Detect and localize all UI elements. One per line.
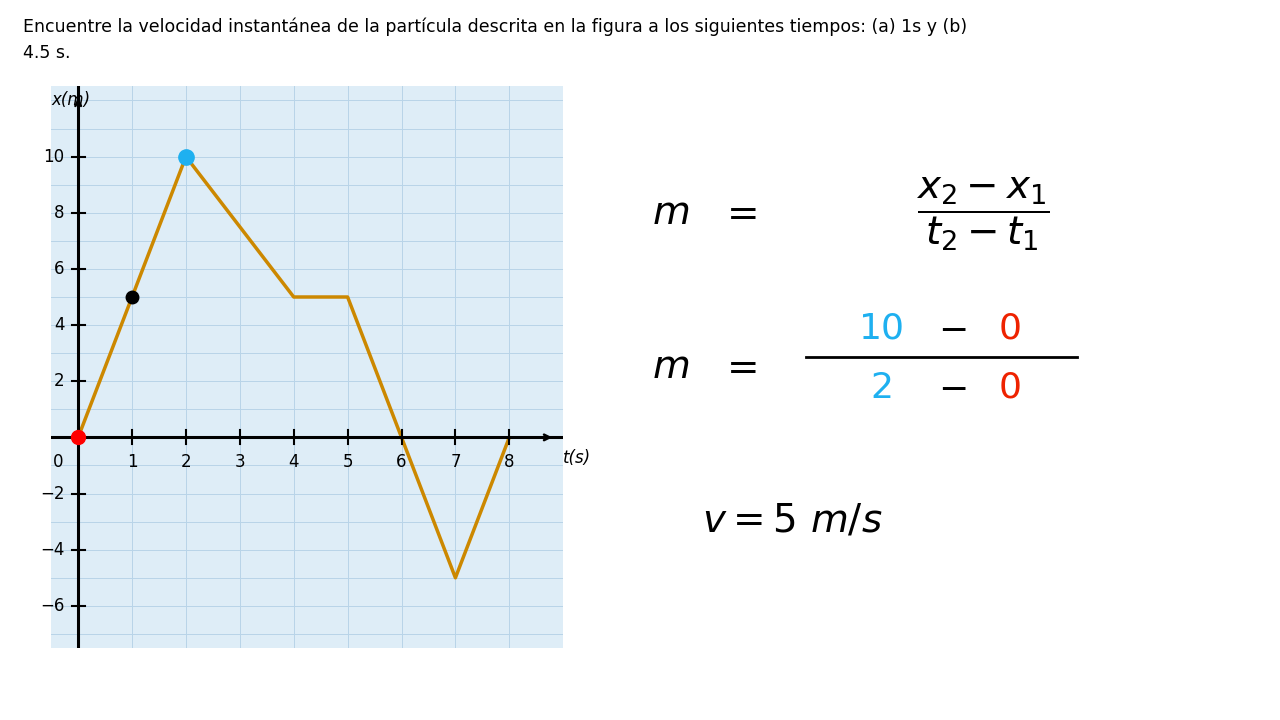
Text: 8: 8 bbox=[504, 453, 515, 471]
Text: 2: 2 bbox=[180, 453, 191, 471]
Text: 6: 6 bbox=[397, 453, 407, 471]
Text: 5: 5 bbox=[342, 453, 353, 471]
Text: 3: 3 bbox=[234, 453, 246, 471]
Text: 7: 7 bbox=[451, 453, 461, 471]
Text: Encuentre la velocidad instantánea de la partícula descrita en la figura a los s: Encuentre la velocidad instantánea de la… bbox=[23, 18, 968, 61]
Text: −6: −6 bbox=[40, 597, 65, 615]
Text: $0$: $0$ bbox=[998, 371, 1020, 405]
Text: $-$: $-$ bbox=[937, 371, 966, 405]
Text: $=$: $=$ bbox=[719, 348, 756, 386]
Text: $2$: $2$ bbox=[870, 371, 891, 405]
Text: $m$: $m$ bbox=[652, 348, 689, 386]
Text: 2: 2 bbox=[54, 372, 65, 390]
Text: $0$: $0$ bbox=[998, 312, 1020, 346]
Text: $10$: $10$ bbox=[858, 312, 904, 346]
Text: 6: 6 bbox=[54, 260, 65, 278]
Text: 1: 1 bbox=[127, 453, 137, 471]
Text: $=$: $=$ bbox=[719, 195, 756, 232]
Text: $\dfrac{x_2 - x_1}{t_2 - t_1}$: $\dfrac{x_2 - x_1}{t_2 - t_1}$ bbox=[915, 175, 1050, 253]
Text: $m$: $m$ bbox=[652, 195, 689, 232]
Text: 0: 0 bbox=[52, 453, 63, 471]
Text: $-$: $-$ bbox=[937, 312, 966, 346]
Text: −2: −2 bbox=[40, 485, 65, 503]
Text: x(m): x(m) bbox=[51, 91, 91, 109]
Text: $v = 5\ m/s$: $v = 5\ m/s$ bbox=[701, 503, 883, 539]
Text: 8: 8 bbox=[54, 204, 65, 222]
Text: 4: 4 bbox=[288, 453, 300, 471]
Text: t(s): t(s) bbox=[563, 449, 591, 467]
Text: 10: 10 bbox=[44, 148, 65, 166]
Text: 4: 4 bbox=[54, 316, 65, 334]
Text: −4: −4 bbox=[40, 541, 65, 559]
